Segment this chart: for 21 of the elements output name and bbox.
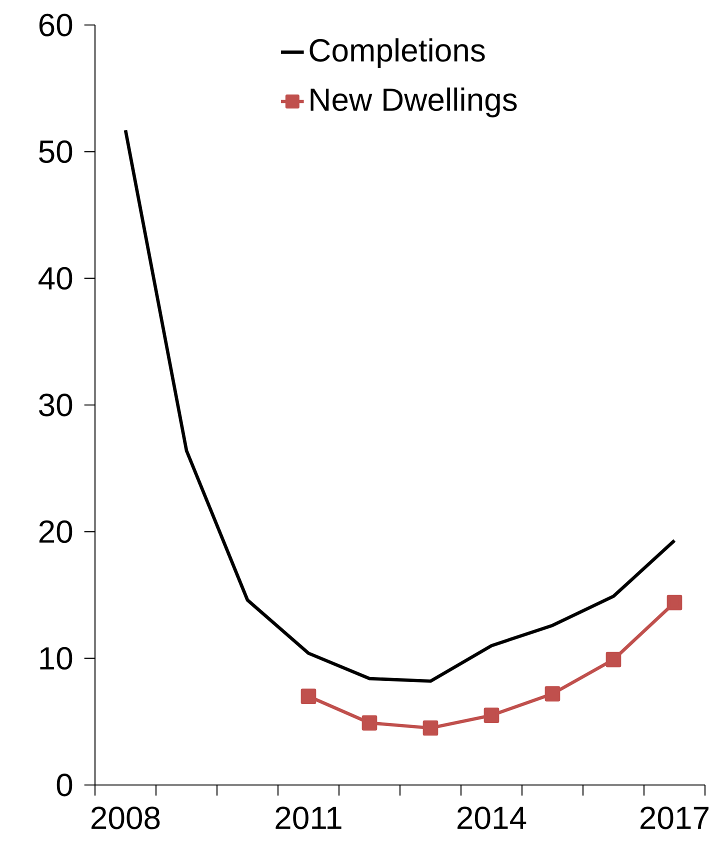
- x-tick-label: 2011: [276, 806, 342, 830]
- y-tick-label: 50: [39, 140, 72, 163]
- point: [362, 715, 378, 731]
- legend-label: New Dwellings: [310, 88, 517, 118]
- point: [544, 686, 560, 702]
- y-tick-label: 10: [40, 647, 72, 670]
- y-tick-label: 0: [56, 774, 72, 796]
- point: [666, 594, 682, 610]
- y-tick-label: 20: [39, 520, 72, 543]
- x-tick-label: 2014: [458, 806, 526, 830]
- point: [300, 688, 316, 704]
- point: [422, 720, 438, 736]
- point: [606, 652, 622, 668]
- line-series: [124, 128, 676, 683]
- point: [484, 708, 500, 723]
- x-tick-label: 2017: [640, 806, 708, 830]
- legend-label: Completions: [310, 38, 485, 68]
- x-tick-label: 2008: [92, 806, 160, 830]
- y-tick-label: 40: [38, 267, 72, 290]
- y-tick-label: 30: [39, 394, 72, 416]
- y-tick-label: 60: [39, 14, 72, 36]
